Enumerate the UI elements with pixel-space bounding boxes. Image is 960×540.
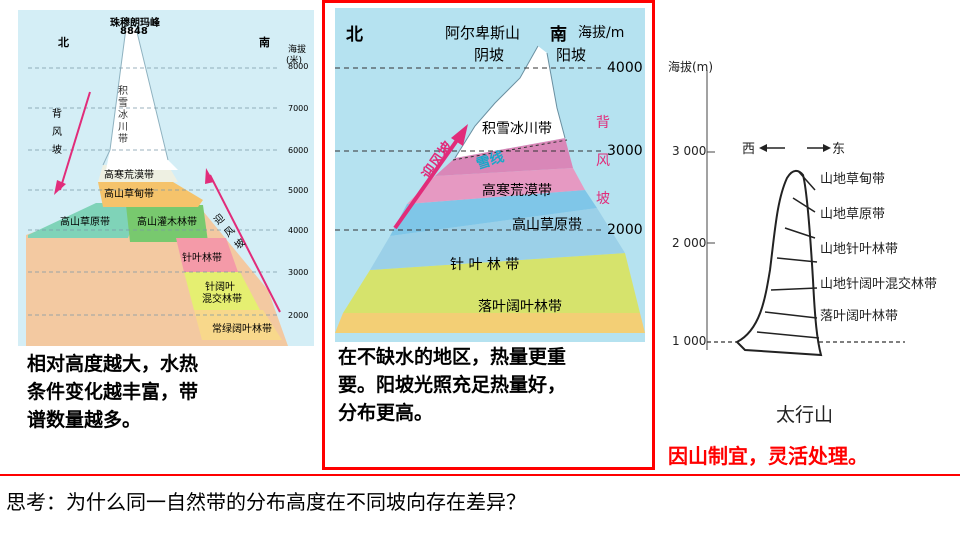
tick-label: 3000: [607, 143, 643, 159]
shady-slope-label: 阴坡: [474, 46, 505, 64]
belt-deciduous: 落叶阔叶林带: [820, 309, 899, 324]
belt-snow-ice: 积雪冰川带: [482, 121, 552, 137]
belt-cold-desert: 高寒荒漠带: [482, 183, 552, 199]
question-text: 思考：为什么同一自然带的分布高度在不同坡向存在差异？: [6, 490, 526, 514]
taihang-diagram: [665, 50, 955, 380]
belt-alpine-steppe: 高山草原带: [512, 217, 582, 233]
axis-title: 海拔/m: [578, 25, 625, 41]
belt-mountain-conifer: 山地针叶林带: [820, 242, 899, 257]
tick-label: 1 000: [672, 334, 707, 348]
peak-name: 珠穆朗玛峰: [110, 18, 160, 29]
tick-label: 2000: [288, 311, 309, 320]
belt-snow-ice: 积雪冰川带: [118, 86, 128, 145]
north-label: 北: [346, 25, 363, 45]
tick-label: 8000: [288, 62, 309, 71]
sunny-slope-label: 阳坡: [556, 46, 587, 64]
belt-alpine-meadow: 高山草甸带: [104, 189, 154, 200]
east-label: 东: [832, 142, 846, 157]
leeward-label: 背风坡: [596, 115, 610, 207]
mountain-name: 太行山: [776, 404, 834, 426]
divider-line: [0, 474, 960, 476]
belt-deciduous: 落叶阔叶林带: [478, 299, 562, 315]
tick-label: 3000: [288, 268, 309, 277]
axis-title: 海拔(m): [668, 60, 714, 74]
alps-diagram: [335, 8, 645, 342]
belt-alpine-steppe: 高山草原带: [60, 217, 110, 228]
belt-cold-desert: 高寒荒漠带: [104, 170, 154, 181]
tick-label: 2000: [607, 222, 643, 238]
belt-evergreen: 常绿阔叶林带: [212, 324, 272, 335]
everest-diagram: [18, 10, 314, 346]
tick-label: 6000: [288, 146, 309, 155]
west-label: 西: [742, 142, 756, 157]
tick-label: 4000: [288, 226, 309, 235]
alps-frame: [322, 0, 655, 470]
north-label: 北: [58, 36, 69, 49]
belt-mountain-steppe: 山地草原带: [820, 207, 886, 222]
belt-mountain-mixed: 山地针阔叶混交林带: [820, 277, 938, 292]
south-label: 南: [259, 36, 270, 49]
caption-everest: 相对高度越大，水热 条件变化越丰富，带 谱数量越多。: [27, 353, 199, 431]
caption-taihang: 因山制宜，灵活处理。: [668, 444, 868, 468]
belt-mixed-line2: 混交林带: [202, 294, 242, 305]
axis-title: 海拔: [288, 45, 307, 55]
tick-label: 3 000: [672, 144, 707, 158]
tick-label: 7000: [288, 104, 309, 113]
belt-conifer: 针 叶 林 带: [450, 257, 520, 273]
belt-mountain-meadow: 山地草甸带: [820, 172, 886, 187]
belt-mixed-line1: 针阔叶: [205, 282, 235, 293]
tick-label: 5000: [288, 186, 309, 195]
tick-label: 4000: [607, 60, 643, 76]
mountain-name: 阿尔卑斯山: [445, 24, 521, 42]
belt-conifer: 针叶林带: [182, 253, 222, 264]
caption-alps: 在不缺水的地区，热量更重 要。阳坡光照充足热量好， 分布更高。: [338, 346, 567, 424]
axis-unit: (米): [286, 56, 303, 66]
peak-height: 8848: [120, 26, 148, 37]
belt-alpine-shrub: 高山灌木林带: [137, 217, 197, 228]
leeward-label: 背风坡: [52, 109, 62, 156]
tick-label: 2 000: [672, 236, 707, 250]
south-label: 南: [550, 25, 567, 45]
